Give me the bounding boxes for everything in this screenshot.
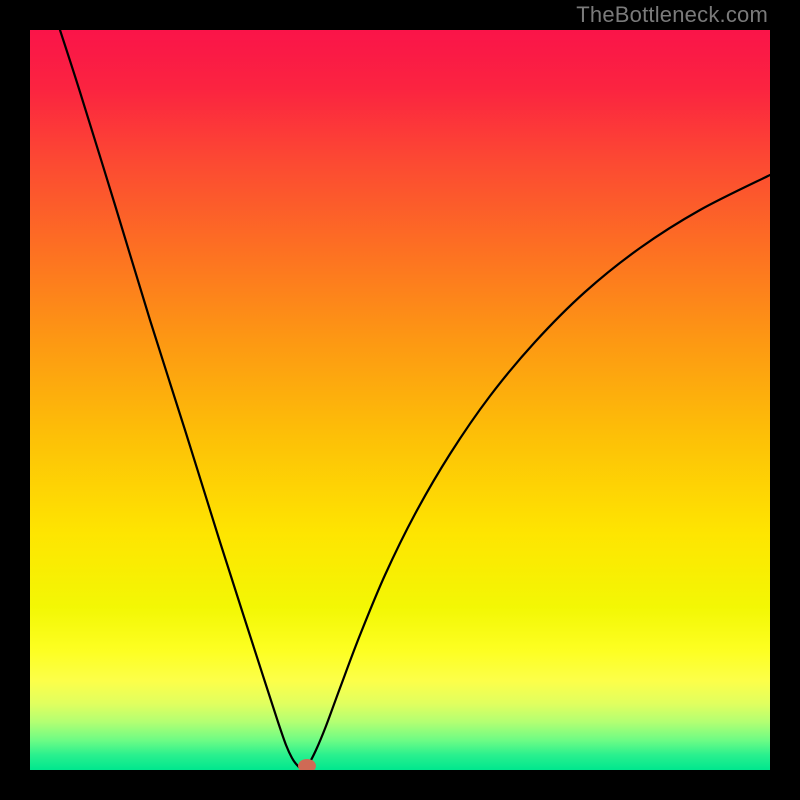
bottleneck-curve [60, 30, 770, 769]
min-point-marker [298, 759, 316, 770]
plot-area [30, 30, 770, 770]
curve-layer [30, 30, 770, 770]
chart-frame: TheBottleneck.com [0, 0, 800, 800]
watermark-text: TheBottleneck.com [576, 2, 768, 28]
